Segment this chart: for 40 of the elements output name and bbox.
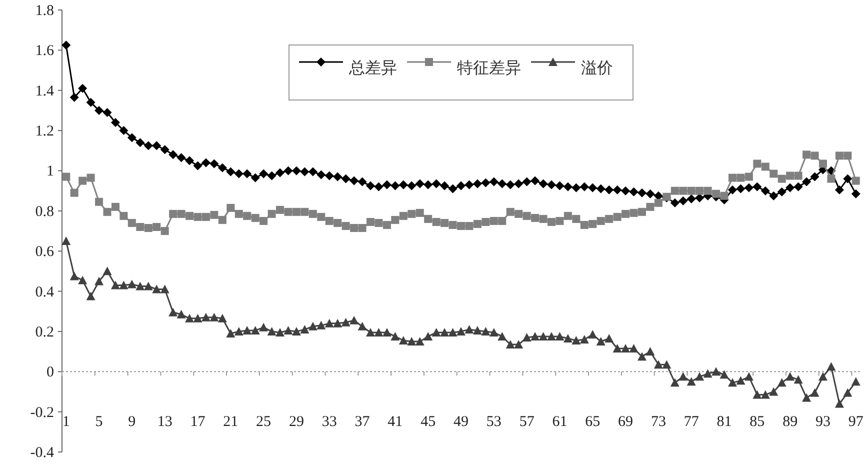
y-tick-label: 0.8 bbox=[35, 204, 54, 220]
x-tick-label: 81 bbox=[716, 414, 732, 430]
x-tick-label: 77 bbox=[684, 414, 700, 430]
y-tick-label: 1.6 bbox=[35, 43, 54, 60]
x-tick-label: 13 bbox=[157, 414, 172, 430]
y-tick-label: 0.6 bbox=[35, 244, 54, 260]
y-tick-label: 1 bbox=[46, 164, 54, 180]
x-tick-label: 65 bbox=[585, 414, 600, 430]
x-tick-label: 85 bbox=[750, 414, 765, 430]
x-tick-label: 21 bbox=[223, 414, 238, 430]
x-tick-label: 41 bbox=[388, 414, 403, 430]
legend-label: 总差异 bbox=[348, 59, 397, 77]
x-tick-label: 93 bbox=[815, 414, 830, 430]
x-tick-label: 33 bbox=[322, 414, 337, 430]
x-tick-label: 9 bbox=[128, 414, 136, 430]
x-tick-label: 17 bbox=[190, 414, 206, 430]
x-tick-label: 57 bbox=[519, 414, 535, 430]
x-tick-label: 61 bbox=[552, 414, 568, 430]
y-tick-label: 0.4 bbox=[35, 284, 54, 300]
y-tick-label: 0 bbox=[46, 364, 54, 381]
y-tick-label: -0.2 bbox=[30, 404, 54, 421]
legend-label: 特征差异 bbox=[457, 59, 521, 77]
x-tick-label: 69 bbox=[618, 414, 634, 430]
x-tick-label: 73 bbox=[650, 414, 666, 430]
x-tick-label: 53 bbox=[486, 414, 502, 430]
y-tick-label: 1.2 bbox=[35, 124, 54, 140]
x-tick-label: 49 bbox=[454, 414, 468, 430]
x-tick-label: 1 bbox=[62, 414, 70, 430]
x-tick-label: 29 bbox=[288, 414, 304, 430]
y-tick-label: 1.4 bbox=[35, 83, 54, 100]
x-tick-label: 45 bbox=[420, 414, 436, 430]
x-tick-label: 5 bbox=[95, 414, 103, 430]
x-tick-label: 97 bbox=[848, 414, 864, 430]
x-tick-label: 25 bbox=[256, 414, 272, 430]
y-tick-label: 1.8 bbox=[35, 3, 54, 19]
y-tick-label: 0.2 bbox=[35, 324, 54, 340]
x-tick-label: 37 bbox=[354, 414, 370, 430]
x-tick-label: 89 bbox=[782, 414, 798, 430]
y-tick-label: -0.4 bbox=[30, 445, 54, 461]
legend-label: 溢价 bbox=[581, 60, 613, 77]
